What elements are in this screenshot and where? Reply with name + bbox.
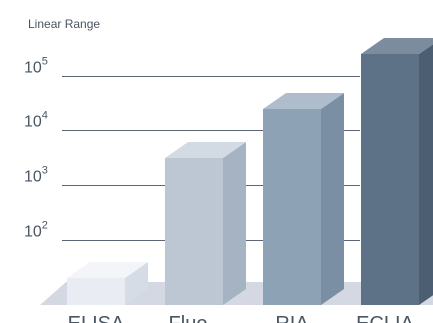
bar-side [321,93,344,305]
bar-elisa [67,262,148,305]
bar-top [263,93,344,109]
y-tick-label: 103 [24,165,48,186]
x-category-label: ELISA [68,313,125,323]
bar-top [67,262,148,278]
y-tick-labels: 102 103 104 105 [24,56,48,241]
bar-side [419,44,433,305]
bar-side [125,262,148,305]
x-category-label: RIA [275,313,309,323]
bar-side [223,142,246,305]
bar-ria [263,93,344,305]
y-tick-label: 102 [24,220,48,241]
bars [67,38,433,305]
y-tick-label: 105 [24,56,48,77]
y-axis-label: Linear Range [28,17,100,31]
bar-eclia [361,38,433,305]
x-category-labels: ELISA Fluo RIA ECLIA [68,313,415,323]
bar-front [263,109,321,305]
x-category-label: Fluo [169,313,208,323]
x-category-label: ECLIA [356,313,414,323]
bar-fluo [165,142,246,305]
bar-front [165,158,223,305]
bar-front [361,54,419,305]
bar-top [361,38,433,54]
bar-top [165,142,246,158]
y-tick-label: 104 [24,110,48,131]
bar-front [67,278,125,305]
